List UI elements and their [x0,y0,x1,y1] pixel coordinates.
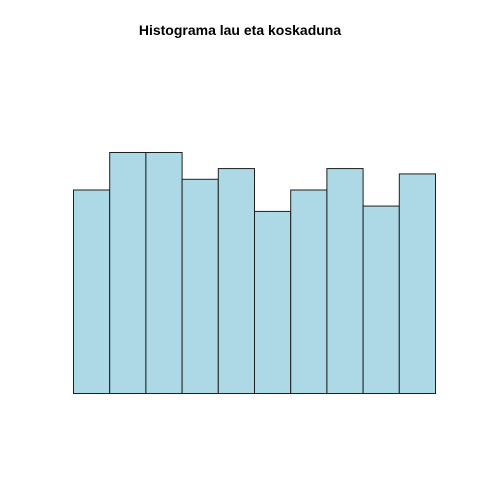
histogram-bar-6 [254,210,292,394]
histogram-bar-9 [362,205,400,394]
histogram-bar-4 [181,178,219,394]
histogram-bar-8 [326,168,364,394]
histogram-bar-3 [145,152,183,394]
histogram-bars [73,152,436,394]
histogram-bar-10 [398,173,436,394]
histogram-bar-7 [290,189,328,394]
histogram-bar-5 [217,168,256,394]
histogram-bar-2 [109,152,147,394]
histogram-bar-1 [73,189,111,394]
chart-title: Histograma lau eta koskaduna [138,22,342,38]
